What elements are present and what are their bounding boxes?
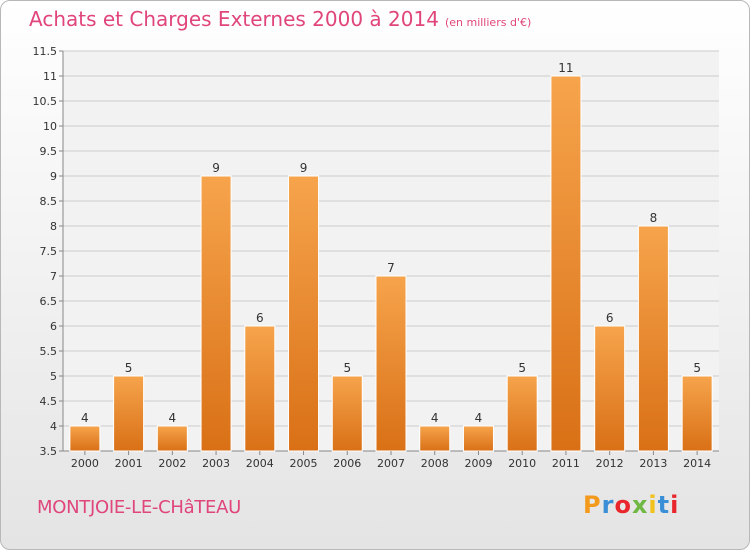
x-tick-label: 2004 <box>246 457 274 470</box>
chart-title-unit: (en milliers d'€) <box>444 16 532 29</box>
bar <box>244 325 276 452</box>
bar <box>113 375 145 452</box>
x-tick-label: 2001 <box>115 457 143 470</box>
x-tick-label: 2013 <box>639 457 667 470</box>
bar-value-label: 6 <box>606 311 614 325</box>
bar-value-label: 11 <box>558 61 573 75</box>
y-tick-label: 5 <box>50 370 57 383</box>
bar-value-label: 4 <box>169 411 177 425</box>
bar-value-label: 6 <box>256 311 264 325</box>
bar-value-label: 4 <box>475 411 483 425</box>
x-tick-label: 2003 <box>202 457 230 470</box>
bar-value-label: 5 <box>693 361 701 375</box>
logo-letter: i <box>670 491 680 519</box>
y-tick-label: 10.5 <box>33 95 58 108</box>
bar-value-label: 8 <box>650 211 658 225</box>
logo-letter: r <box>601 491 615 519</box>
logo-letter: i <box>648 491 658 519</box>
y-tick-label: 6.5 <box>40 295 58 308</box>
bar <box>462 425 494 452</box>
x-tick-label: 2008 <box>421 457 449 470</box>
bar <box>69 425 101 452</box>
bar <box>594 325 626 452</box>
y-tick-label: 8.5 <box>40 195 58 208</box>
bar <box>419 425 451 452</box>
y-tick-label: 4.5 <box>40 395 58 408</box>
bar <box>550 75 582 452</box>
proxiti-logo: Proxiti <box>583 491 679 519</box>
bar-value-label: 5 <box>343 361 351 375</box>
commune-name: MONTJOIE-LE-CHâTEAU <box>37 497 241 518</box>
bar-value-label: 5 <box>518 361 526 375</box>
x-tick-label: 2007 <box>377 457 405 470</box>
logo-letter: P <box>583 491 602 519</box>
x-tick-label: 2000 <box>71 457 99 470</box>
bar-value-label: 4 <box>81 411 89 425</box>
x-tick-label: 2012 <box>596 457 624 470</box>
y-tick-label: 11.5 <box>33 45 58 58</box>
y-tick-label: 4 <box>50 420 57 433</box>
chart-title-text: Achats et Charges Externes 2000 à 2014 <box>29 7 439 31</box>
bar <box>200 175 232 452</box>
logo-letter: t <box>657 491 671 519</box>
bar-value-label: 7 <box>387 261 395 275</box>
y-tick-label: 5.5 <box>40 345 58 358</box>
y-tick-label: 11 <box>43 70 57 83</box>
bar-value-label: 4 <box>431 411 439 425</box>
bar-value-label: 5 <box>125 361 133 375</box>
y-tick-label: 10 <box>43 120 57 133</box>
bar-value-label: 9 <box>300 161 308 175</box>
y-tick-label: 7 <box>50 270 57 283</box>
x-tick-label: 2010 <box>508 457 536 470</box>
y-tick-label: 9.5 <box>40 145 58 158</box>
y-tick-label: 8 <box>50 220 57 233</box>
x-tick-label: 2006 <box>333 457 361 470</box>
x-tick-label: 2009 <box>464 457 492 470</box>
bar-value-label: 9 <box>212 161 220 175</box>
logo-letter: x <box>631 491 649 519</box>
bar <box>681 375 713 452</box>
bar <box>506 375 538 452</box>
chart-title: Achats et Charges Externes 2000 à 2014 (e… <box>29 7 531 31</box>
y-tick-label: 9 <box>50 170 57 183</box>
y-tick-label: 3.5 <box>40 445 58 458</box>
logo-letter: o <box>614 491 632 519</box>
x-tick-label: 2014 <box>683 457 711 470</box>
bar <box>375 275 407 452</box>
bar <box>331 375 363 452</box>
bar <box>637 225 669 452</box>
y-tick-label: 7.5 <box>40 245 58 258</box>
x-tick-label: 2005 <box>290 457 318 470</box>
x-tick-label: 2002 <box>158 457 186 470</box>
bar <box>156 425 188 452</box>
x-tick-label: 2011 <box>552 457 580 470</box>
y-tick-label: 6 <box>50 320 57 333</box>
bar <box>288 175 320 452</box>
